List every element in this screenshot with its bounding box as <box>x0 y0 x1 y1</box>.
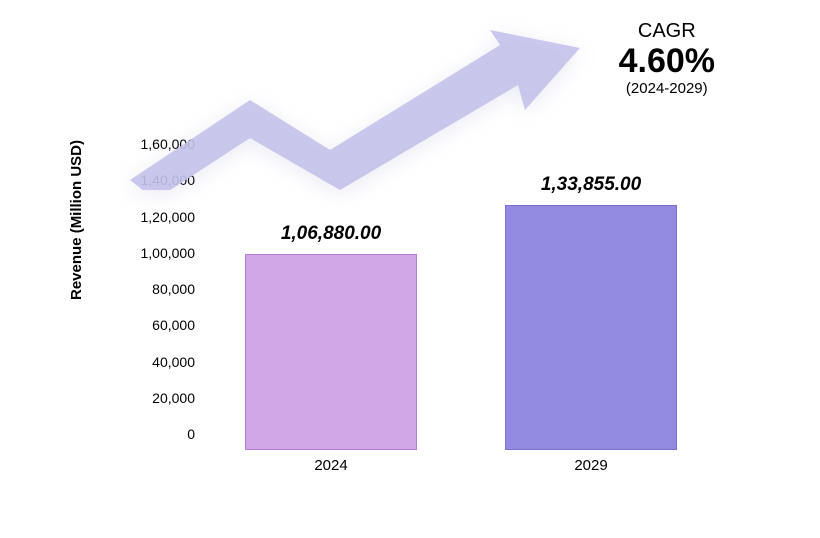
y-tick-label: 20,000 <box>125 390 195 406</box>
cagr-block: CAGR 4.60% (2024-2029) <box>619 20 715 97</box>
cagr-value: 4.60% <box>619 43 715 80</box>
x-category-label: 2024 <box>246 457 416 474</box>
bar: 1,06,880.002024 <box>245 254 417 450</box>
y-tick-label: 0 <box>125 426 195 442</box>
x-category-label: 2029 <box>506 457 676 474</box>
plot-area: 020,00040,00060,00080,0001,00,0001,20,00… <box>205 160 725 450</box>
y-tick-label: 80,000 <box>125 281 195 297</box>
y-tick-label: 1,20,000 <box>125 209 195 225</box>
cagr-label: CAGR <box>619 20 715 43</box>
revenue-cagr-chart: CAGR 4.60% (2024-2029) Revenue (Million … <box>0 0 820 538</box>
cagr-period: (2024-2029) <box>619 80 715 97</box>
growth-arrow-icon <box>130 30 610 190</box>
y-tick-label: 1,00,000 <box>125 245 195 261</box>
y-axis-title: Revenue (Million USD) <box>68 140 85 300</box>
bar: 1,33,855.002029 <box>505 205 677 450</box>
y-tick-label: 40,000 <box>125 354 195 370</box>
y-tick-label: 60,000 <box>125 317 195 333</box>
bar-value-label: 1,06,880.00 <box>246 223 416 245</box>
